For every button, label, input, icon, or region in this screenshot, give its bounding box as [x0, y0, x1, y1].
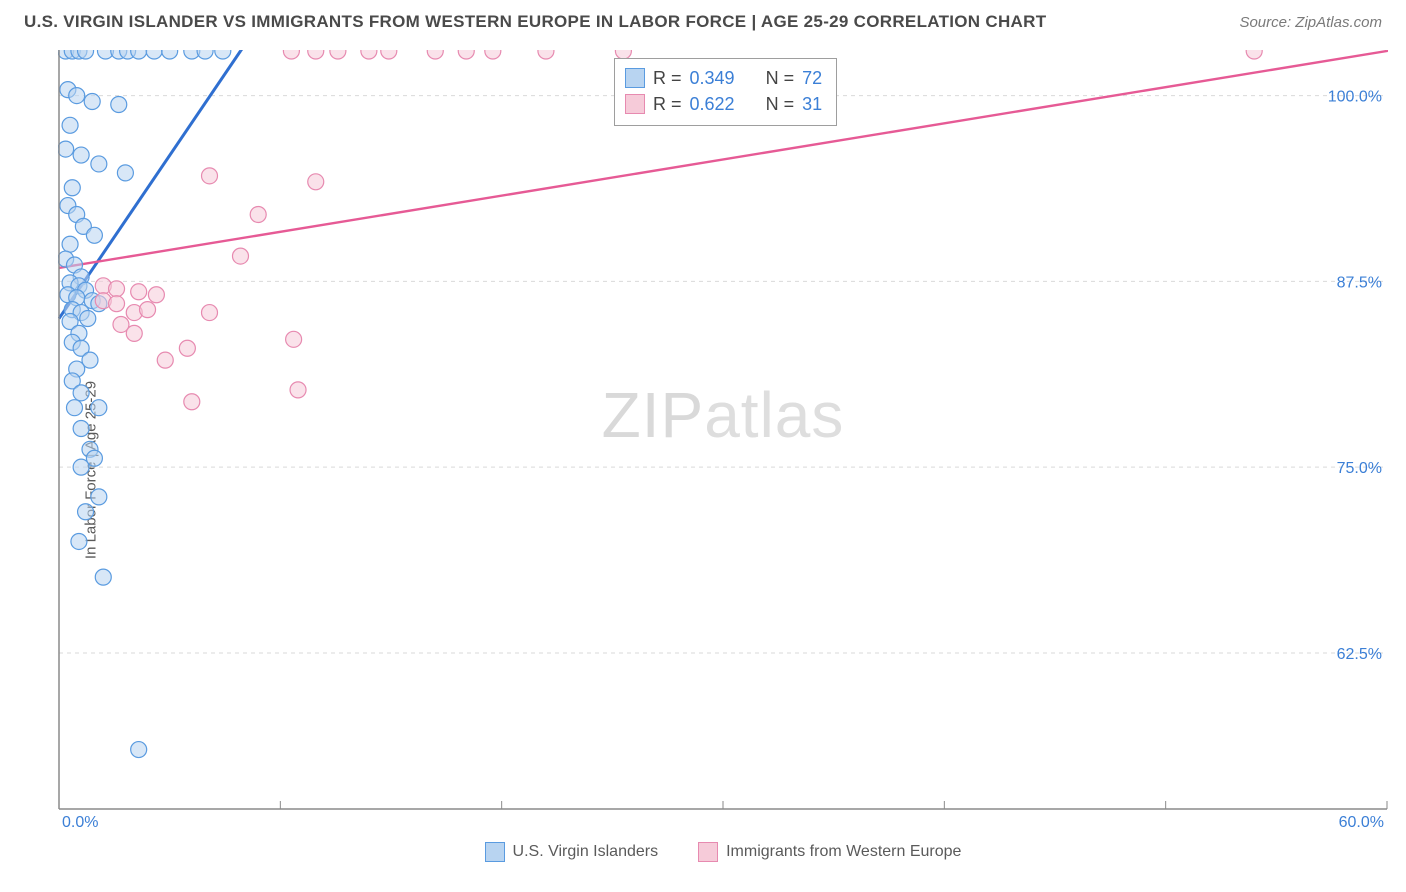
stats-row: R = 0.349 N = 72 [625, 65, 822, 91]
legend-item: Immigrants from Western Europe [698, 842, 961, 862]
legend-swatch [698, 842, 718, 862]
legend-item: U.S. Virgin Islanders [485, 842, 659, 862]
x-axis-max-label: 60.0% [1339, 814, 1384, 832]
chart-legend: U.S. Virgin Islanders Immigrants from Wes… [58, 842, 1388, 862]
stats-swatch [625, 68, 645, 88]
x-axis-min-label: 0.0% [62, 814, 98, 832]
legend-label: Immigrants from Western Europe [726, 843, 961, 861]
scatter-svg: 62.5% 75.0% 87.5% 100.0% [58, 50, 1388, 810]
chart-title: U.S. VIRGIN ISLANDER VS IMMIGRANTS FROM … [24, 12, 1046, 32]
chart-container: In Labor Force | Age 25-29 62.5%75.0%87.… [10, 50, 1396, 890]
stats-row: R = 0.622 N = 31 [625, 91, 822, 117]
svg-text:100.0%: 100.0% [1328, 89, 1382, 106]
x-axis-labels: 0.0% 60.0% [58, 814, 1388, 838]
svg-text:87.5%: 87.5% [1337, 274, 1382, 291]
source-attribution: Source: ZipAtlas.com [1239, 14, 1382, 31]
stats-swatch [625, 94, 645, 114]
legend-label: U.S. Virgin Islanders [513, 843, 659, 861]
svg-text:62.5%: 62.5% [1337, 646, 1382, 663]
legend-swatch [485, 842, 505, 862]
correlation-stats-box: R = 0.349 N = 72 R = 0.622 N = 31 [614, 58, 837, 126]
plot-area: 62.5%75.0%87.5%100.0% ZIPatlas R = 0.349… [58, 50, 1388, 810]
svg-text:75.0%: 75.0% [1337, 460, 1382, 477]
